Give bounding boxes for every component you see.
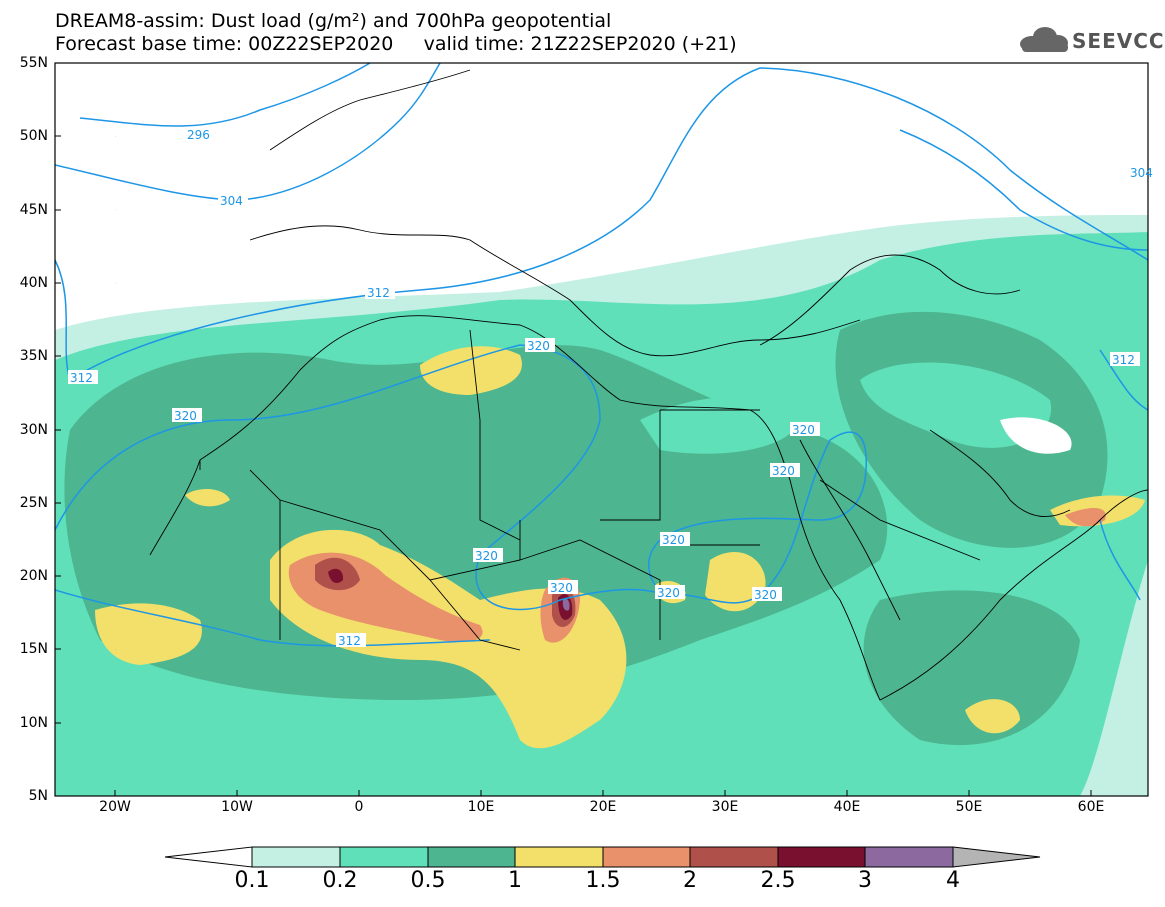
colorbar-label: 4 xyxy=(946,868,960,893)
contour-label: 312 xyxy=(367,286,390,300)
lat-label: 15N xyxy=(19,641,48,657)
lon-label: 0 xyxy=(354,799,364,815)
colorbar-label: 2 xyxy=(683,868,697,893)
lat-label: 20N xyxy=(19,568,48,584)
axis-ticks xyxy=(55,62,1092,796)
colorbar-swatch xyxy=(514,846,604,868)
lat-label: 50N xyxy=(19,128,48,144)
cloud-icon xyxy=(1020,27,1068,52)
contour-label: 320 xyxy=(662,533,685,547)
colorbar-label: 1 xyxy=(508,868,522,893)
lat-label: 45N xyxy=(19,202,48,218)
contour-label: 320 xyxy=(527,339,550,353)
colorbar-label: 0.1 xyxy=(234,868,270,893)
contour-label: 312 xyxy=(1112,353,1135,367)
colorbar-swatch xyxy=(427,846,516,868)
colorbar-swatch xyxy=(777,846,866,868)
lat-label: 40N xyxy=(19,275,48,291)
colorbar-label: 2.5 xyxy=(760,868,796,893)
contour-label: 320 xyxy=(475,549,498,563)
colorbar-label: 3 xyxy=(858,868,872,893)
colorbar xyxy=(164,846,1041,868)
colorbar-swatch xyxy=(689,846,779,868)
lon-label: 60E xyxy=(1077,799,1105,815)
colorbar-label: 1.5 xyxy=(585,868,621,893)
lon-label: 20W xyxy=(99,799,131,815)
colorbar-swatch xyxy=(339,846,429,868)
contour-label: 320 xyxy=(772,464,795,478)
contour-label: 320 xyxy=(550,581,573,595)
contour-label: 320 xyxy=(754,588,777,602)
colorbar-swatch xyxy=(864,846,954,868)
lat-label: 55N xyxy=(19,55,48,71)
contour-label: 320 xyxy=(657,586,680,600)
contour-labels: 296 304 312 312 312 320 320 320 320 320 … xyxy=(68,127,1153,648)
colorbar-swatch xyxy=(251,846,341,868)
map-title: DREAM8-assim: Dust load (g/m²) and 700hP… xyxy=(55,10,612,32)
lon-label: 30E xyxy=(711,799,739,815)
contour-label: 320 xyxy=(792,423,815,437)
lon-label: 10W xyxy=(221,799,253,815)
lon-label: 20E xyxy=(589,799,617,815)
lon-label: 10E xyxy=(467,799,495,815)
lon-label: 40E xyxy=(833,799,861,815)
colorbar-label: 0.2 xyxy=(322,868,358,893)
map-subtitle: Forecast base time: 00Z22SEP2020 valid t… xyxy=(55,33,737,55)
colorbar-over-triangle xyxy=(952,846,1041,868)
contour-label: 296 xyxy=(187,128,210,142)
contour-label: 304 xyxy=(220,194,243,208)
lat-label: 5N xyxy=(28,788,48,804)
lat-label: 30N xyxy=(19,422,48,438)
colorbar-swatch xyxy=(602,846,691,868)
lon-label: 50E xyxy=(955,799,983,815)
colorbar-label: 0.5 xyxy=(410,868,446,893)
lat-label: 10N xyxy=(19,715,48,731)
contour-label: 304 xyxy=(1130,166,1153,180)
logo-text: SEEVCCC xyxy=(1072,29,1165,53)
grid-dots xyxy=(55,63,1148,796)
contour-label: 312 xyxy=(70,371,93,385)
contour-label: 320 xyxy=(174,409,197,423)
contour-label: 312 xyxy=(338,634,361,648)
lat-label: 35N xyxy=(19,348,48,364)
lat-label: 25N xyxy=(19,495,48,511)
colorbar-under-triangle xyxy=(164,846,253,868)
